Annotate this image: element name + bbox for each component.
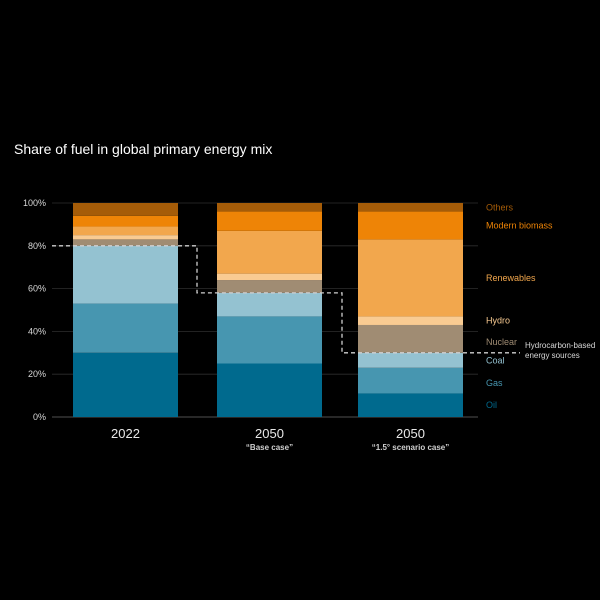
x-tick-label: 2050 [255, 426, 284, 441]
legend-item-hydro: Hydro [486, 316, 510, 326]
bar-segment-coal [73, 245, 178, 304]
y-tick-label: 100% [23, 198, 46, 208]
bar-segment-modern-biomass [73, 215, 178, 227]
x-tick-label: 2050 [396, 426, 425, 441]
bar-stack [358, 203, 463, 417]
stacked-bars [73, 203, 463, 417]
chart-title: Share of fuel in global primary energy m… [14, 141, 272, 157]
bar-stack [217, 203, 322, 417]
legend-item-oil: Oil [486, 400, 497, 410]
bar-segment-nuclear [73, 239, 178, 246]
hydrocarbon-annotation-label: Hydrocarbon-based [525, 341, 595, 350]
bar-segment-others [73, 203, 178, 216]
bar-segment-modern-biomass [358, 211, 463, 240]
bar-segment-others [217, 203, 322, 212]
x-tick-subtitle: “Base case” [246, 443, 293, 452]
bar-segment-nuclear [358, 324, 463, 353]
legend-item-coal: Coal [486, 355, 505, 365]
x-axis-tick-labels: 2022 2050 “Base case” 2050 “1.5° scenario ca… [111, 426, 449, 452]
bar-segment-hydro [358, 316, 463, 325]
legend: Oil Gas Coal Nuclear Hydro Renewables Modern b… [486, 202, 553, 410]
bar-segment-hydro [73, 235, 178, 240]
legend-item-modern-biomass: Modern biomass [486, 220, 553, 230]
y-axis-tick-labels: 0% 20% 40% 60% 80% 100% [23, 198, 46, 422]
bar-segment-gas [217, 316, 322, 364]
bar-stack [73, 203, 178, 417]
y-tick-label: 80% [28, 241, 46, 251]
y-tick-label: 20% [28, 369, 46, 379]
bar-segment-coal [217, 292, 322, 317]
bar-segment-oil [358, 393, 463, 417]
bar-segment-others [358, 203, 463, 212]
bar-segment-renewables [358, 239, 463, 317]
bar-segment-nuclear [217, 280, 322, 293]
legend-item-others: Others [486, 202, 514, 212]
legend-item-gas: Gas [486, 378, 503, 388]
x-tick-subtitle: “1.5° scenario case” [372, 443, 449, 452]
bar-segment-coal [358, 352, 463, 368]
bar-segment-hydro [217, 273, 322, 281]
hydrocarbon-dashed-line [52, 245, 520, 354]
bar-segment-oil [73, 352, 178, 417]
x-tick-label: 2022 [111, 426, 140, 441]
legend-item-renewables: Renewables [486, 273, 536, 283]
bar-segment-renewables [73, 226, 178, 236]
legend-item-nuclear: Nuclear [486, 337, 517, 347]
bar-segment-oil [217, 363, 322, 417]
hydrocarbon-annotation-label: energy sources [525, 351, 580, 360]
y-tick-label: 60% [28, 284, 46, 294]
bar-segment-gas [358, 367, 463, 394]
bar-segment-gas [73, 303, 178, 353]
bar-segment-renewables [217, 230, 322, 274]
y-tick-label: 0% [33, 412, 46, 422]
y-tick-label: 40% [28, 326, 46, 336]
bar-segment-modern-biomass [217, 211, 322, 231]
